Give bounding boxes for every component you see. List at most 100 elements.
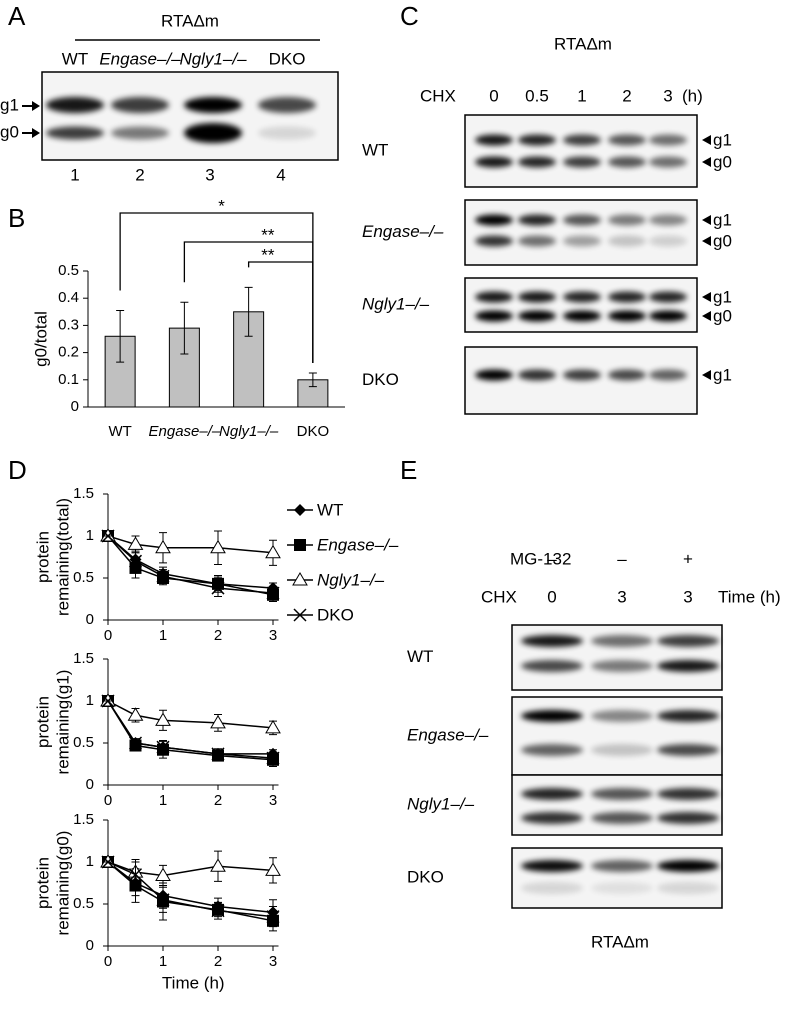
blot-band — [649, 214, 687, 226]
blot-band — [591, 882, 653, 894]
blot-band — [657, 812, 719, 824]
lane-number: 4 — [276, 165, 285, 184]
x-tick-label: 3 — [269, 792, 277, 809]
y-tick-label: 0.3 — [58, 316, 79, 333]
time-label: 3 — [663, 86, 672, 105]
y-tick-label: 0.5 — [58, 262, 79, 279]
row-label: DKO — [362, 370, 399, 389]
blot-band — [649, 369, 687, 381]
blot-band — [657, 882, 719, 894]
blot-band — [521, 660, 583, 672]
marker — [266, 586, 280, 600]
legend-marker — [293, 608, 307, 622]
blot-band — [563, 235, 601, 247]
blot-band — [608, 310, 646, 322]
blot-frame — [464, 346, 698, 415]
time-label: 0 — [489, 86, 498, 105]
blot-band — [563, 310, 601, 322]
legend-label: DKO — [317, 605, 354, 624]
lane-label: DKO — [269, 49, 306, 68]
blot-band — [591, 710, 653, 722]
blot-band — [518, 291, 556, 303]
y-axis-label: protein — [33, 696, 52, 748]
y-tick-label: 0 — [86, 937, 94, 954]
y-tick-label: 1.5 — [73, 485, 94, 502]
blot-band — [591, 788, 653, 800]
blot-band — [591, 660, 653, 672]
marker — [127, 536, 144, 550]
blot-band — [521, 788, 583, 800]
band-label: g0 — [713, 231, 732, 250]
arrow — [702, 292, 711, 302]
blot-band — [475, 291, 513, 303]
time-label: 1 — [577, 86, 586, 105]
band-label: g0 — [0, 122, 19, 141]
time-label: 0.5 — [525, 86, 549, 105]
y-tick-label: 0.1 — [58, 371, 79, 388]
band-label: g1 — [713, 287, 732, 306]
blot-title: RTAΔm — [554, 34, 612, 53]
arrow — [702, 215, 711, 225]
x-tick-label: DKO — [297, 423, 330, 440]
legend-label: Ngly1–/– — [317, 570, 385, 589]
blot-frame — [511, 774, 723, 836]
blot-band — [518, 134, 556, 146]
error-bar — [308, 372, 317, 388]
blot-band — [521, 710, 583, 722]
blot-frame — [464, 114, 698, 188]
band-label: g1 — [713, 365, 732, 384]
treatment-value: 3 — [683, 587, 692, 606]
arrow — [702, 236, 711, 246]
blot-band — [608, 369, 646, 381]
x-tick-label: 0 — [104, 792, 112, 809]
marker — [128, 554, 143, 568]
lane-number: 2 — [135, 165, 144, 184]
significance-label: ** — [261, 225, 275, 244]
band-label: g0 — [713, 152, 732, 171]
blot-band — [657, 635, 719, 647]
marker — [128, 736, 143, 750]
y-tick-label: 1 — [86, 692, 94, 709]
blot-frame — [41, 71, 339, 161]
blot-band — [518, 214, 556, 226]
treatment-value: + — [683, 549, 693, 568]
error-bar — [244, 286, 253, 337]
time-unit: Time (h) — [718, 587, 781, 606]
panel-letter: E — [400, 455, 417, 485]
marker — [156, 740, 170, 754]
blot-band — [591, 635, 653, 647]
marker — [266, 910, 280, 924]
blot-band — [518, 310, 556, 322]
blot-frame — [511, 624, 723, 691]
blot-band — [608, 134, 646, 146]
y-tick-label: 1 — [86, 527, 94, 544]
y-axis-label: remaining(g1) — [53, 670, 72, 775]
significance-bracket — [119, 212, 314, 363]
blot-band — [657, 788, 719, 800]
blot-band — [475, 310, 513, 322]
blot-band — [657, 660, 719, 672]
y-axis-label: protein — [33, 531, 52, 583]
panel-letter: A — [8, 1, 26, 31]
x-tick-label: 1 — [159, 953, 167, 970]
x-tick-label: 3 — [269, 953, 277, 970]
x-tick-label: 1 — [159, 627, 167, 644]
marker — [155, 712, 171, 726]
blot-band — [649, 291, 687, 303]
marker — [156, 569, 170, 583]
blot-band — [591, 860, 653, 872]
blot-band — [518, 369, 556, 381]
y-tick-label: 0 — [71, 398, 79, 415]
blot-band — [608, 235, 646, 247]
row-label: DKO — [407, 867, 444, 886]
y-tick-label: 1.5 — [73, 811, 94, 828]
blot-band — [184, 123, 242, 143]
y-tick-label: 0.2 — [58, 344, 79, 361]
y-tick-label: 0.5 — [73, 895, 94, 912]
marker — [210, 539, 226, 554]
row-label: WT — [407, 647, 433, 666]
y-tick-label: 0.5 — [73, 734, 94, 751]
y-axis-label: remaining(g0) — [53, 831, 72, 936]
blot-band — [475, 214, 513, 226]
x-axis-label: Time (h) — [162, 973, 225, 992]
